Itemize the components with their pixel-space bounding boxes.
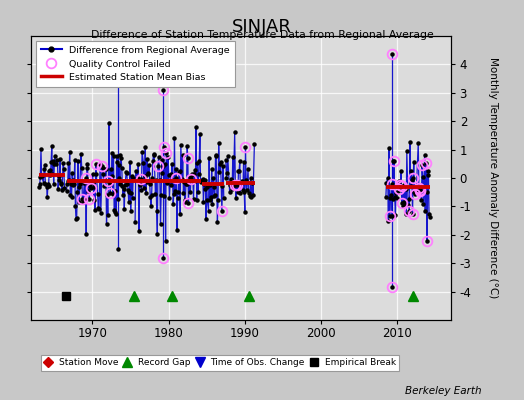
Text: SINJAR: SINJAR xyxy=(232,18,292,36)
Text: Berkeley Earth: Berkeley Earth xyxy=(406,386,482,396)
Y-axis label: Monthly Temperature Anomaly Difference (°C): Monthly Temperature Anomaly Difference (… xyxy=(488,57,498,299)
Text: Difference of Station Temperature Data from Regional Average: Difference of Station Temperature Data f… xyxy=(91,30,433,40)
Legend: Station Move, Record Gap, Time of Obs. Change, Empirical Break: Station Move, Record Gap, Time of Obs. C… xyxy=(41,355,399,371)
